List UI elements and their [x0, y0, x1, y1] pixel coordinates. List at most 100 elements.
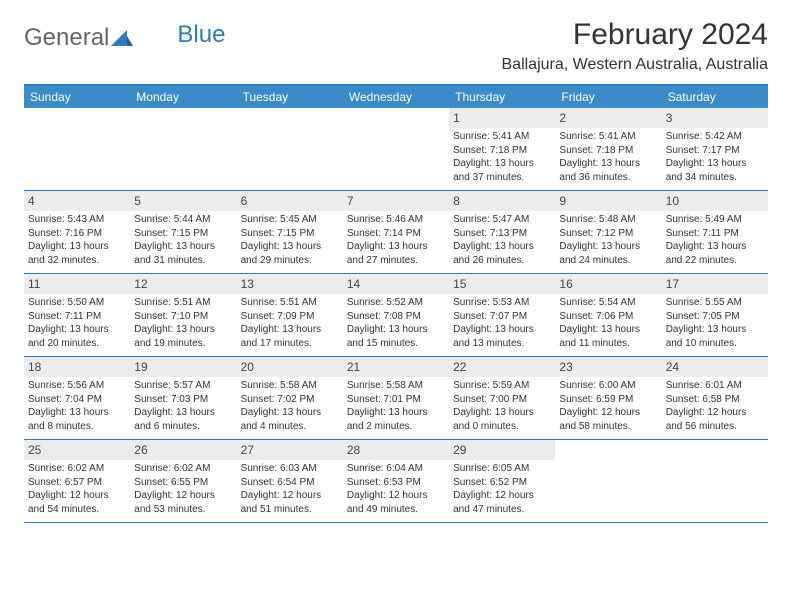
sunrise-text: Sunrise: 5:49 AM: [666, 213, 764, 227]
day-details: Sunrise: 5:58 AMSunset: 7:01 PMDaylight:…: [343, 377, 449, 437]
sunset-text: Sunset: 7:16 PM: [28, 227, 126, 241]
daylight-text: Daylight: 13 hours and 24 minutes.: [559, 240, 657, 267]
sunset-text: Sunset: 7:07 PM: [453, 310, 551, 324]
sunset-text: Sunset: 7:01 PM: [347, 393, 445, 407]
sunset-text: Sunset: 7:04 PM: [28, 393, 126, 407]
sunset-text: Sunset: 6:59 PM: [559, 393, 657, 407]
calendar-day: [662, 440, 768, 522]
daylight-text: Daylight: 13 hours and 29 minutes.: [241, 240, 339, 267]
calendar-week: 11Sunrise: 5:50 AMSunset: 7:11 PMDayligh…: [24, 274, 768, 357]
day-number: 4: [24, 191, 130, 211]
day-details: Sunrise: 5:59 AMSunset: 7:00 PMDaylight:…: [449, 377, 555, 437]
calendar-day: 1Sunrise: 5:41 AMSunset: 7:18 PMDaylight…: [449, 108, 555, 190]
sunrise-text: Sunrise: 5:41 AM: [559, 130, 657, 144]
day-number: 24: [662, 357, 768, 377]
day-number: 19: [130, 357, 236, 377]
calendar-day: 23Sunrise: 6:00 AMSunset: 6:59 PMDayligh…: [555, 357, 661, 439]
calendar-day: [237, 108, 343, 190]
calendar-day: 2 Sunrise: 5:41 AMSunset: 7:18 PMDaylight…: [555, 108, 661, 190]
sunset-text: Sunset: 7:17 PM: [666, 144, 764, 158]
calendar-day: 19Sunrise: 5:57 AMSunset: 7:03 PMDayligh…: [130, 357, 236, 439]
calendar-day: 4Sunrise: 5:43 AMSunset: 7:16 PMDaylight…: [24, 191, 130, 273]
sunrise-text: Sunrise: 5:53 AM: [453, 296, 551, 310]
weekday-header: Saturday: [662, 86, 768, 108]
sunrise-text: Sunrise: 5:42 AM: [666, 130, 764, 144]
sunset-text: Sunset: 7:18 PM: [559, 144, 657, 158]
sunrise-text: Sunrise: 5:41 AM: [453, 130, 551, 144]
day-number: 20: [237, 357, 343, 377]
sunrise-text: Sunrise: 5:58 AM: [347, 379, 445, 393]
calendar-day: 25Sunrise: 6:02 AMSunset: 6:57 PMDayligh…: [24, 440, 130, 522]
day-number: 11: [24, 274, 130, 294]
daylight-text: Daylight: 12 hours and 54 minutes.: [28, 489, 126, 516]
day-details: Sunrise: 5:45 AMSunset: 7:15 PMDaylight:…: [237, 211, 343, 271]
daylight-text: Daylight: 13 hours and 4 minutes.: [241, 406, 339, 433]
calendar-day: 8Sunrise: 5:47 AMSunset: 7:13 PMDaylight…: [449, 191, 555, 273]
sunrise-text: Sunrise: 5:54 AM: [559, 296, 657, 310]
sunset-text: Sunset: 7:03 PM: [134, 393, 232, 407]
brand-logo: General Blue: [24, 18, 225, 52]
calendar-day: 7Sunrise: 5:46 AMSunset: 7:14 PMDaylight…: [343, 191, 449, 273]
sunset-text: Sunset: 6:53 PM: [347, 476, 445, 490]
daylight-text: Daylight: 12 hours and 49 minutes.: [347, 489, 445, 516]
daylight-text: Daylight: 13 hours and 15 minutes.: [347, 323, 445, 350]
day-number: 3: [662, 108, 768, 128]
daylight-text: Daylight: 13 hours and 27 minutes.: [347, 240, 445, 267]
day-details: Sunrise: 5:44 AMSunset: 7:15 PMDaylight:…: [130, 211, 236, 271]
sunrise-text: Sunrise: 5:44 AM: [134, 213, 232, 227]
sunset-text: Sunset: 7:08 PM: [347, 310, 445, 324]
day-details: Sunrise: 5:56 AMSunset: 7:04 PMDaylight:…: [24, 377, 130, 437]
day-number: 9: [555, 191, 661, 211]
sunrise-text: Sunrise: 5:51 AM: [134, 296, 232, 310]
sunset-text: Sunset: 7:13 PM: [453, 227, 551, 241]
daylight-text: Daylight: 13 hours and 8 minutes.: [28, 406, 126, 433]
sunset-text: Sunset: 7:00 PM: [453, 393, 551, 407]
day-details: Sunrise: 5:57 AMSunset: 7:03 PMDaylight:…: [130, 377, 236, 437]
day-number: 27: [237, 440, 343, 460]
day-number: 2: [555, 108, 661, 128]
day-number: 18: [24, 357, 130, 377]
daylight-text: Daylight: 13 hours and 26 minutes.: [453, 240, 551, 267]
calendar-day: 17Sunrise: 5:55 AMSunset: 7:05 PMDayligh…: [662, 274, 768, 356]
sunrise-text: Sunrise: 6:03 AM: [241, 462, 339, 476]
calendar-week: 25Sunrise: 6:02 AMSunset: 6:57 PMDayligh…: [24, 440, 768, 523]
calendar-day: 24Sunrise: 6:01 AMSunset: 6:58 PMDayligh…: [662, 357, 768, 439]
sunrise-text: Sunrise: 6:02 AM: [28, 462, 126, 476]
sunset-text: Sunset: 7:09 PM: [241, 310, 339, 324]
day-number: 14: [343, 274, 449, 294]
brand-sail-icon: [111, 28, 133, 48]
sunrise-text: Sunrise: 6:05 AM: [453, 462, 551, 476]
daylight-text: Daylight: 12 hours and 51 minutes.: [241, 489, 339, 516]
day-details: Sunrise: 6:05 AMSunset: 6:52 PMDaylight:…: [449, 460, 555, 520]
daylight-text: Daylight: 13 hours and 11 minutes.: [559, 323, 657, 350]
day-details: Sunrise: 5:48 AMSunset: 7:12 PMDaylight:…: [555, 211, 661, 271]
day-number: 22: [449, 357, 555, 377]
calendar-day: [24, 108, 130, 190]
weekday-header: Tuesday: [237, 86, 343, 108]
weekday-header-row: Sunday Monday Tuesday Wednesday Thursday…: [24, 86, 768, 108]
day-details: Sunrise: 5:58 AMSunset: 7:02 PMDaylight:…: [237, 377, 343, 437]
calendar-day: 18Sunrise: 5:56 AMSunset: 7:04 PMDayligh…: [24, 357, 130, 439]
sunset-text: Sunset: 7:11 PM: [28, 310, 126, 324]
weeks-container: 1Sunrise: 5:41 AMSunset: 7:18 PMDaylight…: [24, 108, 768, 523]
calendar-day: 16Sunrise: 5:54 AMSunset: 7:06 PMDayligh…: [555, 274, 661, 356]
sunrise-text: Sunrise: 5:55 AM: [666, 296, 764, 310]
daylight-text: Daylight: 13 hours and 20 minutes.: [28, 323, 126, 350]
daylight-text: Daylight: 13 hours and 17 minutes.: [241, 323, 339, 350]
daylight-text: Daylight: 13 hours and 36 minutes.: [559, 157, 657, 184]
sunrise-text: Sunrise: 5:52 AM: [347, 296, 445, 310]
weekday-header: Sunday: [24, 86, 130, 108]
day-details: Sunrise: 5:47 AMSunset: 7:13 PMDaylight:…: [449, 211, 555, 271]
page-title: February 2024: [502, 18, 769, 52]
sunrise-text: Sunrise: 5:51 AM: [241, 296, 339, 310]
weekday-header: Wednesday: [343, 86, 449, 108]
sunset-text: Sunset: 6:54 PM: [241, 476, 339, 490]
day-details: Sunrise: 5:53 AMSunset: 7:07 PMDaylight:…: [449, 294, 555, 354]
day-number: 26: [130, 440, 236, 460]
sunrise-text: Sunrise: 6:01 AM: [666, 379, 764, 393]
day-details: Sunrise: 5:41 AMSunset: 7:18 PMDaylight:…: [449, 128, 555, 188]
daylight-text: Daylight: 13 hours and 34 minutes.: [666, 157, 764, 184]
day-details: Sunrise: 5:52 AMSunset: 7:08 PMDaylight:…: [343, 294, 449, 354]
day-details: Sunrise: 5:46 AMSunset: 7:14 PMDaylight:…: [343, 211, 449, 271]
daylight-text: Daylight: 13 hours and 22 minutes.: [666, 240, 764, 267]
